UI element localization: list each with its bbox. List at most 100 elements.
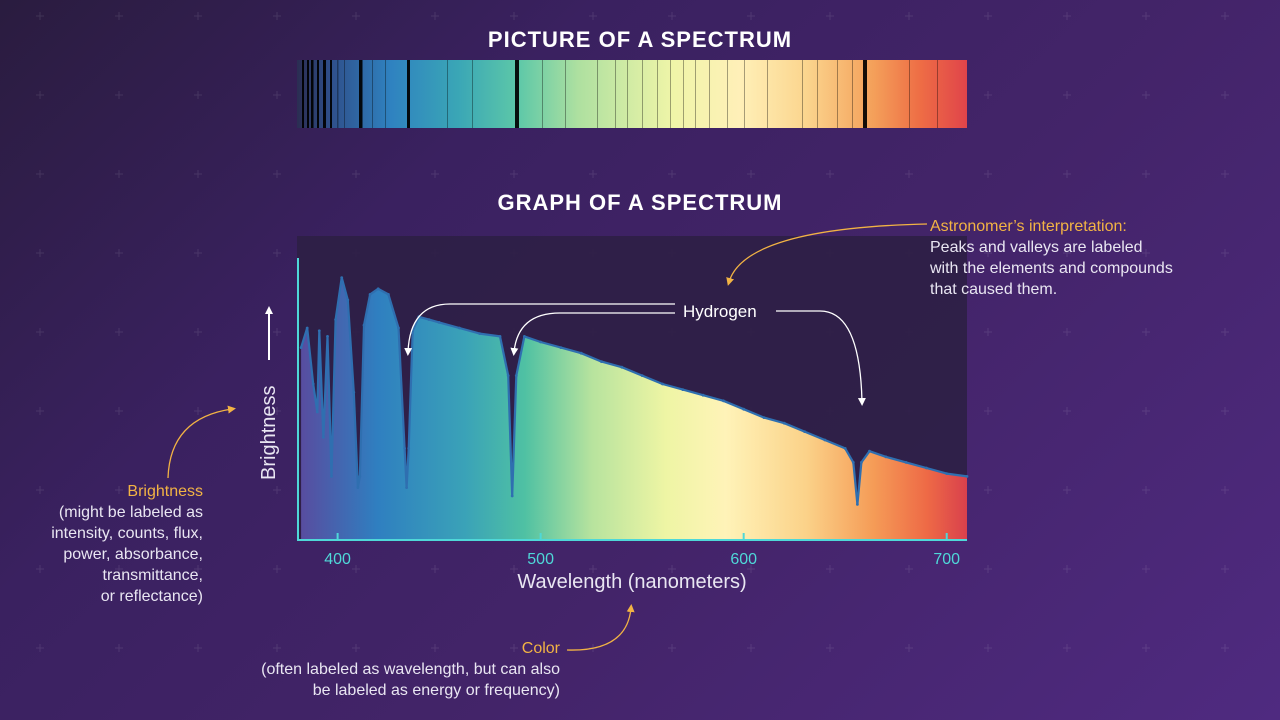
data-point: [823, 438, 827, 442]
grid-plus: [984, 407, 992, 415]
absorption-line: [515, 60, 519, 128]
grid-plus: [1142, 249, 1150, 257]
grid-plus: [194, 486, 202, 494]
absorption-line: [302, 60, 304, 128]
grid-plus: [194, 12, 202, 20]
grid-plus: [1221, 407, 1229, 415]
grid-plus: [1142, 12, 1150, 20]
interpretation-line: Peaks and valleys are labeled: [930, 239, 1143, 256]
grid-plus: [36, 170, 44, 178]
absorption-line: [597, 60, 598, 128]
data-point: [539, 340, 542, 344]
brightness-title: Brightness: [127, 483, 203, 500]
absorption-line: [330, 60, 332, 128]
grid-plus: [1142, 407, 1150, 415]
grid-plus: [668, 565, 676, 573]
grid-plus: [905, 644, 913, 652]
x-axis-label: Wavelength (nanometers): [517, 571, 746, 593]
data-point: [437, 321, 441, 324]
grid-plus: [36, 91, 44, 99]
grid-plus: [984, 565, 992, 573]
grid-plus: [589, 12, 597, 20]
data-point: [762, 416, 766, 419]
grid-plus: [668, 12, 676, 20]
grid-plus: [984, 12, 992, 20]
data-point: [315, 410, 319, 414]
spectrum-curve: [300, 276, 968, 506]
grid-plus: [1142, 644, 1150, 652]
absorption-line: [317, 60, 319, 128]
grid-plus: [431, 12, 439, 20]
data-point: [514, 374, 518, 377]
data-point: [681, 388, 685, 391]
grid-plus: [984, 91, 992, 99]
absorption-line: [709, 60, 710, 128]
grid-plus: [36, 407, 44, 415]
absorption-line: [615, 60, 616, 128]
interpretation-line: that caused them.: [930, 281, 1058, 298]
data-point: [427, 318, 431, 321]
brightness-arrow: [167, 405, 236, 479]
grid-plus: [194, 407, 202, 415]
grid-plus: [352, 170, 360, 178]
grid-plus: [194, 644, 202, 652]
data-point: [742, 407, 746, 411]
data-point: [387, 293, 390, 296]
grid-plus: [1221, 644, 1229, 652]
data-point: [868, 449, 871, 453]
data-point: [356, 486, 360, 489]
grid-plus: [1063, 12, 1071, 20]
data-point: [352, 391, 356, 394]
data-point: [346, 298, 350, 302]
absorption-line: [657, 60, 658, 128]
absorption-line: [642, 60, 643, 128]
brightness-line: (might be labeled as: [58, 504, 203, 521]
absorption-line: [767, 60, 768, 128]
absorption-line: [359, 60, 363, 128]
interpretation-arrow: [726, 223, 928, 286]
grid-plus: [905, 170, 913, 178]
grid-plus: [273, 91, 281, 99]
data-point: [506, 374, 510, 377]
hydrogen-arrow-656: [776, 310, 866, 406]
grid-plus: [589, 170, 597, 178]
grid-plus: [273, 249, 281, 257]
grid-plus: [115, 486, 123, 494]
absorption-line: [307, 60, 309, 128]
grid-plus: [1063, 565, 1071, 573]
grid-plus: [115, 91, 123, 99]
grid-plus: [1063, 170, 1071, 178]
grid-plus: [431, 170, 439, 178]
grid-plus: [747, 170, 755, 178]
grid-plus: [1063, 644, 1071, 652]
data-point: [579, 351, 583, 355]
x-tick-label: 400: [324, 551, 351, 568]
data-point: [803, 430, 806, 433]
absorption-line: [447, 60, 448, 128]
absorption-line: [817, 60, 818, 128]
grid-plus: [36, 486, 44, 494]
grid-plus: [273, 644, 281, 652]
data-point: [376, 287, 380, 291]
grid-plus: [510, 644, 518, 652]
absorption-line: [802, 60, 803, 128]
absorption-line: [863, 60, 867, 128]
data-point: [523, 335, 526, 338]
absorption-line: [837, 60, 838, 128]
absorption-line: [344, 60, 345, 128]
grid-plus: [36, 565, 44, 573]
grid-plus: [194, 328, 202, 336]
grid-plus: [194, 91, 202, 99]
grid-plus: [1221, 249, 1229, 257]
grid-plus: [668, 170, 676, 178]
data-point: [299, 346, 303, 349]
color-line: be labeled as energy or frequency): [312, 682, 560, 699]
interpretation-line: with the elements and compounds: [930, 260, 1173, 277]
grid-plus: [826, 644, 834, 652]
data-point: [358, 475, 362, 478]
data-point: [884, 455, 888, 459]
data-point: [945, 472, 949, 475]
grid-plus: [826, 12, 834, 20]
hydrogen-label: Hydrogen: [683, 302, 757, 321]
